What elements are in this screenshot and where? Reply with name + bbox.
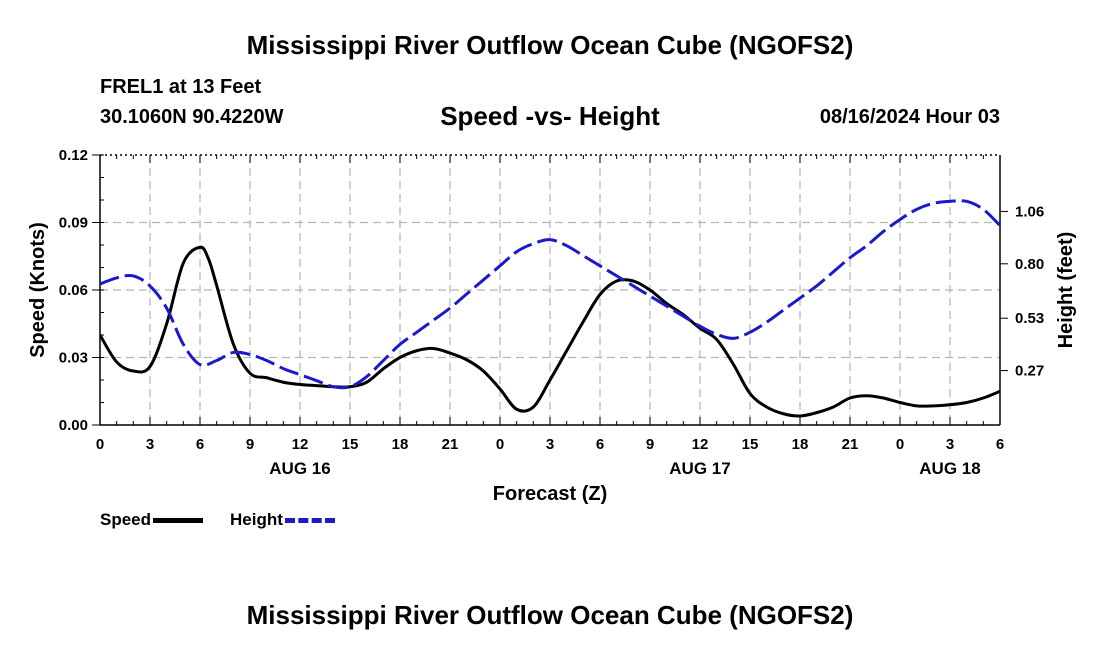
y-tick-label-4: 0.12 (59, 147, 88, 164)
y-tick-label-3: 0.09 (59, 215, 88, 232)
x-tick-label-7: 21 (442, 436, 459, 453)
x-tick-label-14: 18 (792, 436, 809, 453)
x-tick-label-16: 0 (896, 436, 904, 453)
x-tick-label-18: 6 (996, 436, 1004, 453)
y2-tick-label-3: 1.06 (1015, 203, 1044, 220)
x-tick-label-11: 9 (646, 436, 654, 453)
x-tick-label-13: 15 (742, 436, 759, 453)
day-label-0: AUG 16 (269, 459, 330, 478)
station-label: FREL1 at 13 Feet (100, 76, 262, 98)
day-label-2: AUG 18 (919, 459, 980, 478)
x-tick-label-10: 6 (596, 436, 604, 453)
legend-height-label: Height (230, 510, 283, 529)
x-tick-label-12: 12 (692, 436, 709, 453)
x-tick-label-6: 18 (392, 436, 409, 453)
y2-tick-label-1: 0.53 (1015, 310, 1044, 327)
y2-axis-label: Height (feet) (1055, 232, 1077, 349)
legend-speed-label: Speed (100, 510, 152, 529)
y-axis-label: Speed (Knots) (27, 222, 49, 358)
legend-speed-line-swatch (153, 518, 204, 524)
x-tick-label-4: 12 (292, 436, 309, 453)
footer-title: Mississippi River Outflow Ocean Cube (NG… (246, 600, 854, 630)
x-axis-label: Forecast (Z) (493, 483, 607, 505)
station-coordinates: 30.1060N 90.4220W (100, 106, 284, 128)
x-tick-label-15: 21 (842, 436, 859, 453)
y2-tick-label-0: 0.27 (1015, 363, 1044, 380)
chart-title: Mississippi River Outflow Ocean Cube (NG… (246, 30, 854, 60)
legend-height: Height (230, 510, 335, 530)
day-label-1: AUG 17 (669, 459, 730, 478)
forecast-datetime: 08/16/2024 Hour 03 (819, 106, 1000, 128)
y-tick-label-0: 0.00 (59, 417, 88, 434)
series-line-speed (100, 245, 1000, 418)
x-tick-label-0: 0 (96, 436, 104, 453)
x-tick-label-2: 6 (196, 436, 204, 453)
x-tick-label-9: 3 (546, 436, 554, 453)
legend-height-line-swatch (284, 518, 335, 524)
x-tick-label-5: 15 (342, 436, 359, 453)
series-line-height (100, 199, 1000, 390)
legend-speed: Speed (100, 510, 204, 530)
y2-tick-label-2: 0.80 (1015, 256, 1044, 273)
x-tick-label-17: 3 (946, 436, 954, 453)
x-tick-label-3: 9 (246, 436, 254, 453)
x-tick-label-8: 0 (496, 436, 504, 453)
y-tick-label-2: 0.06 (59, 282, 88, 299)
chart-subtitle: Speed -vs- Height (440, 101, 660, 131)
x-tick-label-1: 3 (146, 436, 154, 453)
y-tick-label-1: 0.03 (59, 350, 88, 367)
